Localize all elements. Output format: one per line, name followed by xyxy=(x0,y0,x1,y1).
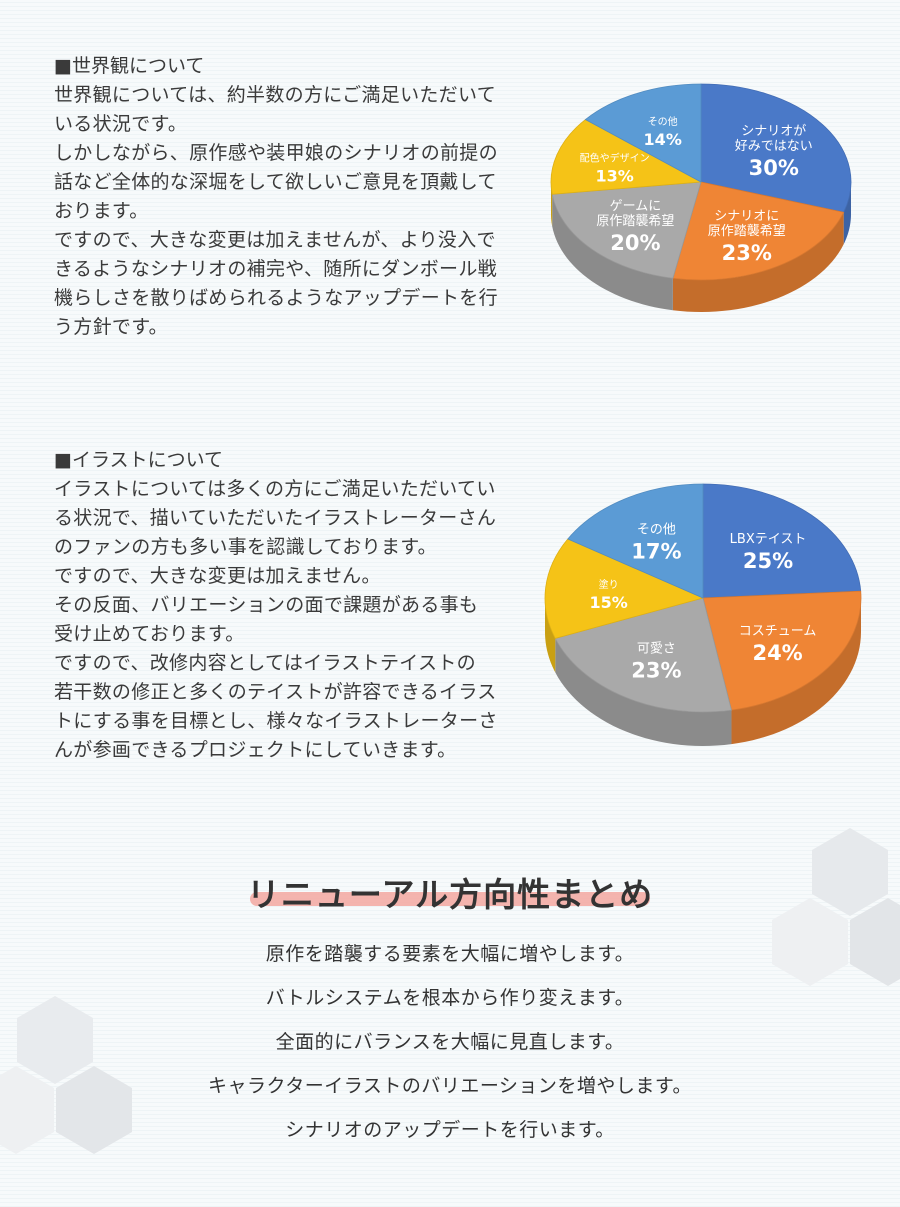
illust-line: る状況で、描いていただいたイラストレーターさん xyxy=(54,507,497,529)
pie-slice-label: 原作踏襲希望 xyxy=(596,213,674,229)
illust-section: ■イラストについて イラストについては多くの方にご満足いただいてい る状況で、描… xyxy=(54,446,524,765)
pie-slice xyxy=(702,483,862,599)
pie-slice-value: 20% xyxy=(610,231,660,255)
pie-slice-value: 23% xyxy=(631,659,681,683)
pie-slice-label: ゲームに xyxy=(610,199,662,214)
worldview-line: う方針です。 xyxy=(54,316,168,338)
pie-slice-label: LBXテイスト xyxy=(730,532,807,547)
illust-line: その反面、バリエーションの面で課題がある事も xyxy=(54,594,479,616)
pie-slice-label: シナリオに xyxy=(714,209,779,224)
pie-slice-value: 15% xyxy=(589,593,627,612)
pie-slice xyxy=(567,483,704,599)
summary-title: リニューアル方向性まとめ xyxy=(246,875,654,914)
illust-line: ですので、改修内容としてはイラストテイストの xyxy=(54,652,476,674)
worldview-pie-chart: シナリオが好みではない30%シナリオに原作踏襲希望23%ゲームに原作踏襲希望20… xyxy=(550,83,852,312)
illust-line: イラストについては多くの方にご満足いただいてい xyxy=(54,478,496,500)
pie-slice-value: 30% xyxy=(749,156,799,180)
hexagon-decoration-right xyxy=(772,828,900,986)
pie-slice-value: 23% xyxy=(722,241,772,265)
pie-slice-value: 14% xyxy=(644,130,682,149)
hexagon-shape xyxy=(772,898,848,986)
pie-slice-label: 塗り xyxy=(599,578,619,591)
worldview-heading: ■世界観について xyxy=(54,55,205,77)
pie-slice xyxy=(672,181,845,281)
pie-slice-value: 17% xyxy=(631,539,681,563)
hexagon-decoration-left xyxy=(0,996,132,1154)
worldview-line: おります。 xyxy=(54,200,149,222)
pie-slice xyxy=(551,181,702,279)
pie-slice xyxy=(550,119,703,195)
pie-slice-label: シナリオが xyxy=(741,124,806,139)
illust-line: んが参画できるプロジェクトにしていきます。 xyxy=(54,739,457,761)
summary-item: 全面的にバランスを大幅に見直します。 xyxy=(275,1031,625,1053)
summary-item: バトルシステムを根本から作り変えます。 xyxy=(265,987,635,1009)
pie-slice-label: 配色やデザイン xyxy=(580,152,650,165)
pie-slice xyxy=(700,83,852,213)
pie-slice-side xyxy=(545,598,556,673)
hexagon-shape xyxy=(0,1066,54,1154)
pie-slice-label: コスチューム xyxy=(739,624,817,639)
pie-slice-side xyxy=(672,212,844,312)
pie-slice-label: 原作踏襲希望 xyxy=(708,223,786,239)
hexagon-shape xyxy=(17,996,93,1084)
pie-slice-label: その他 xyxy=(637,522,676,537)
worldview-section: ■世界観について 世界観については、約半数の方にご満足いただいて いる状況です。… xyxy=(54,52,524,342)
pie-slice-label: その他 xyxy=(648,115,678,128)
hexagon-shape xyxy=(850,898,900,986)
worldview-line: しかしながら、原作感や装甲娘のシナリオの前提の xyxy=(54,142,498,164)
pie-slice-side xyxy=(731,598,861,745)
summary-item: キャラクターイラストのバリエーションを増やします。 xyxy=(207,1075,693,1097)
worldview-line: きるようなシナリオの補完や、随所にダンボール戦 xyxy=(54,258,497,280)
summary-title-underline xyxy=(250,892,650,906)
pie-slice-value: 25% xyxy=(743,549,793,573)
pie-slice xyxy=(702,590,862,711)
worldview-line: 話など全体的な深堀をして欲しいご意見を頂戴して xyxy=(54,171,497,193)
illust-line: 若干数の修正と多くのテイストが許容できるイラス xyxy=(54,681,497,703)
pie-slice-label: 好みではない xyxy=(735,139,813,154)
pie-slice-side xyxy=(555,638,732,746)
worldview-line: 世界観については、約半数の方にご満足いただいて xyxy=(54,84,497,106)
illust-pie-chart: LBXテイスト 25% コスチューム 24% 可愛さ 23% 塗り 15% その他 17% xyxy=(544,483,862,746)
pie-slice xyxy=(544,538,705,639)
worldview-line: いる状況です。 xyxy=(54,113,188,135)
summary-item: 原作を踏襲する要素を大幅に増やします。 xyxy=(265,943,635,965)
hexagon-shape xyxy=(812,828,888,916)
illust-line: 受け止めております。 xyxy=(54,623,245,645)
worldview-line: ですので、大きな変更は加えませんが、より没入で xyxy=(54,229,496,251)
pie-slice-value: 13% xyxy=(595,167,633,186)
illust-line: ですので、大きな変更は加えません。 xyxy=(54,565,381,587)
hexagon-shape xyxy=(56,1066,132,1154)
illust-heading: ■イラストについて xyxy=(54,449,224,471)
pie-slice xyxy=(584,83,702,183)
pie-slice-side xyxy=(552,194,673,311)
summary-list: 原作を踏襲する要素を大幅に増やします。 バトルシステムを根本から作り変えます。 … xyxy=(0,932,900,1152)
summary-item: シナリオのアップデートを行います。 xyxy=(285,1119,615,1141)
pie-slice-label: 可愛さ xyxy=(637,642,676,657)
pie-slice-value: 24% xyxy=(752,641,802,665)
worldview-line: 機らしさを散りばめられるようなアップデートを行 xyxy=(54,287,498,309)
illust-line: トにする事を目標とし、様々なイラストレーターさ xyxy=(54,710,498,732)
illust-line: のファンの方も多い事を認識しております。 xyxy=(54,536,437,558)
